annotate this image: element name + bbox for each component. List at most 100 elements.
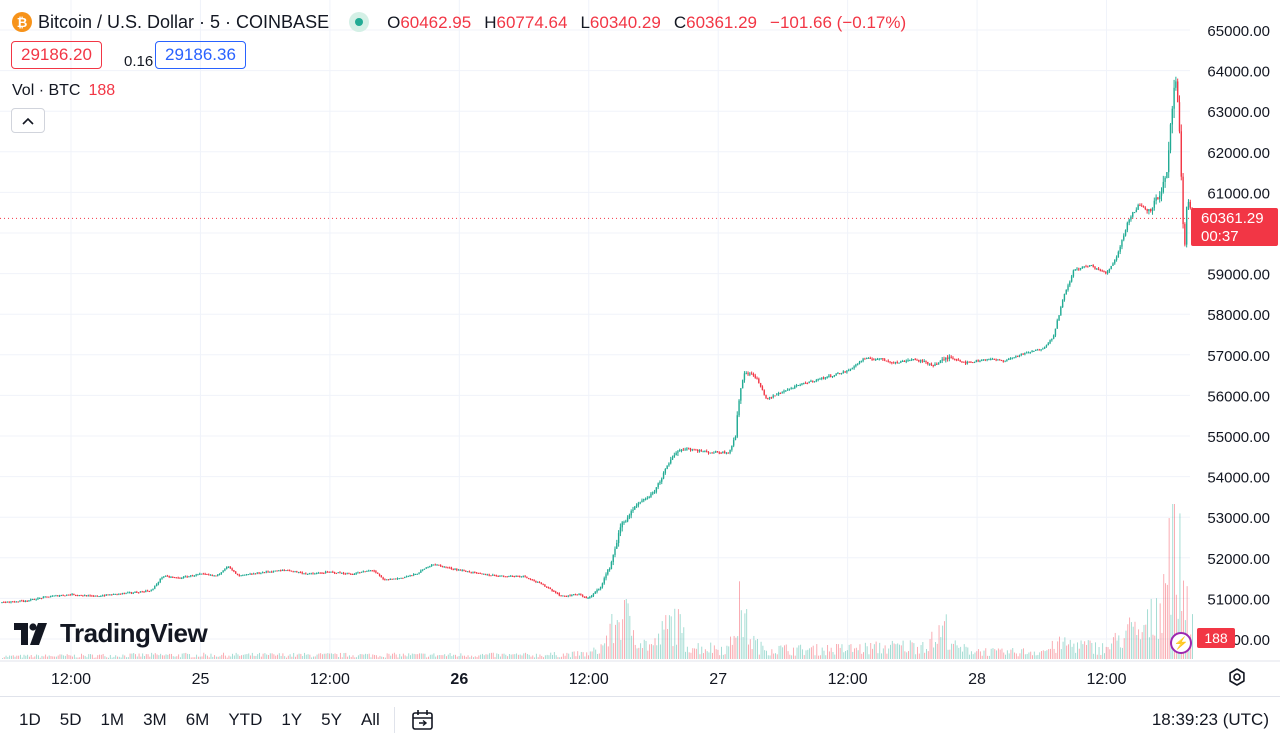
volume-bar (127, 657, 129, 659)
candle-body (909, 359, 911, 361)
timeframe-1m[interactable]: 1M (100, 710, 125, 729)
candle-body (209, 574, 212, 576)
volume-bar (748, 644, 749, 659)
candle-body (682, 449, 685, 451)
open-value: 60462.95 (400, 12, 472, 32)
candle-body (839, 373, 841, 375)
candle-body (952, 357, 954, 360)
volume-bar (392, 653, 393, 659)
tradingview-watermark[interactable]: TradingView (14, 618, 208, 649)
candle-body (121, 593, 124, 595)
collapse-legend-button[interactable] (11, 108, 45, 133)
candle-body (1061, 299, 1064, 308)
volume-bar (487, 654, 489, 659)
candle-body (465, 570, 467, 572)
timeframe-ytd[interactable]: YTD (228, 710, 263, 729)
sell-button[interactable]: 29186.20 (11, 41, 102, 69)
time-axis[interactable]: 12:00 25 12:00 26 12:00 27 12:00 28 12:00 (51, 671, 1127, 688)
candle-body (767, 398, 769, 400)
volume-bar (525, 652, 527, 659)
candle-body (779, 393, 782, 395)
candle-body (848, 370, 850, 372)
volume-bar (259, 652, 260, 659)
volume-bar (343, 652, 345, 659)
candle-body (247, 574, 249, 576)
volume-bar (530, 656, 532, 659)
volume-bar (836, 643, 838, 659)
candle-body (1151, 207, 1154, 212)
timeframe-1d[interactable]: 1D (19, 710, 41, 729)
volume-bar (192, 657, 194, 659)
candle-body (963, 361, 965, 363)
candle-body (499, 575, 501, 577)
candle-body (396, 578, 399, 580)
candle-body (22, 600, 25, 602)
candle-body (900, 361, 902, 363)
candle-body (333, 571, 336, 574)
candle-body (128, 592, 131, 594)
candle-body (1018, 354, 1021, 357)
candle-body (808, 381, 810, 384)
volume-bar (456, 656, 458, 659)
volume-bar (12, 655, 14, 659)
volume-bar (1041, 651, 1042, 659)
volume-bar (859, 644, 861, 659)
candle-body (134, 591, 136, 593)
volume-bar (460, 653, 462, 659)
volume-bar (1055, 652, 1057, 659)
volume-bar (312, 656, 314, 659)
volume-bar (643, 639, 645, 659)
candle-body (643, 499, 645, 501)
candle-body (1184, 224, 1186, 245)
volume-bar (1017, 656, 1019, 659)
candle-body (391, 578, 393, 580)
calendar-goto-icon[interactable] (411, 709, 435, 731)
symbol-title[interactable]: Bitcoin / U.S. Dollar · 5 · COINBASE (38, 11, 330, 32)
volume-legend[interactable]: Vol · BTC 188 (12, 82, 115, 100)
candle-body (720, 452, 722, 454)
candle-body (1038, 349, 1040, 351)
settings-gear-icon[interactable] (1227, 667, 1247, 687)
market-status-icon[interactable] (349, 12, 370, 32)
volume-bar (535, 653, 537, 659)
timeframe-5d[interactable]: 5D (59, 710, 82, 729)
price-tick-label: 53000.00 (1207, 510, 1270, 527)
volume-bar (652, 645, 654, 659)
candle-body (1155, 197, 1157, 201)
volume-bar (792, 647, 794, 659)
volume-bar (1168, 518, 1170, 659)
timeframe-5y[interactable]: 5Y (321, 710, 342, 729)
candle-body (711, 452, 713, 454)
timeframe-3m[interactable]: 3M (143, 710, 167, 729)
utc-clock[interactable]: 18:39:23 (UTC) (1151, 710, 1269, 729)
high-label: H (484, 12, 497, 32)
lightning-icon[interactable]: ⚡ (1170, 632, 1192, 654)
volume-bar (712, 652, 713, 659)
candle-body (817, 379, 819, 381)
candle-body (145, 590, 147, 592)
candle-body (554, 591, 557, 594)
candle-body (689, 448, 692, 450)
low-label: L (580, 12, 590, 32)
open-label: O (387, 12, 401, 32)
candle-body (85, 595, 88, 597)
volume-bar (920, 645, 922, 659)
volume-bar (636, 648, 638, 659)
candle-body (249, 573, 251, 575)
time-tick-label: 28 (968, 671, 986, 688)
candle-body (930, 363, 933, 365)
candle-body (1070, 276, 1073, 282)
candle-body (754, 375, 756, 378)
timeframe-6m[interactable]: 6M (185, 710, 210, 729)
candle-body (394, 578, 397, 580)
timeframe-1y[interactable]: 1Y (281, 710, 303, 729)
volume-bar (1102, 643, 1104, 659)
price-axis[interactable]: 65000.00 64000.00 63000.00 62000.00 61000.00… (1207, 23, 1270, 649)
current-price-value: 60361.29 (1201, 210, 1264, 227)
candle-body (736, 415, 738, 437)
timeframe-all[interactable]: All (360, 710, 380, 729)
candle-body (1150, 209, 1152, 212)
buy-button[interactable]: 29186.36 (155, 41, 246, 69)
volume-bar (485, 654, 487, 659)
